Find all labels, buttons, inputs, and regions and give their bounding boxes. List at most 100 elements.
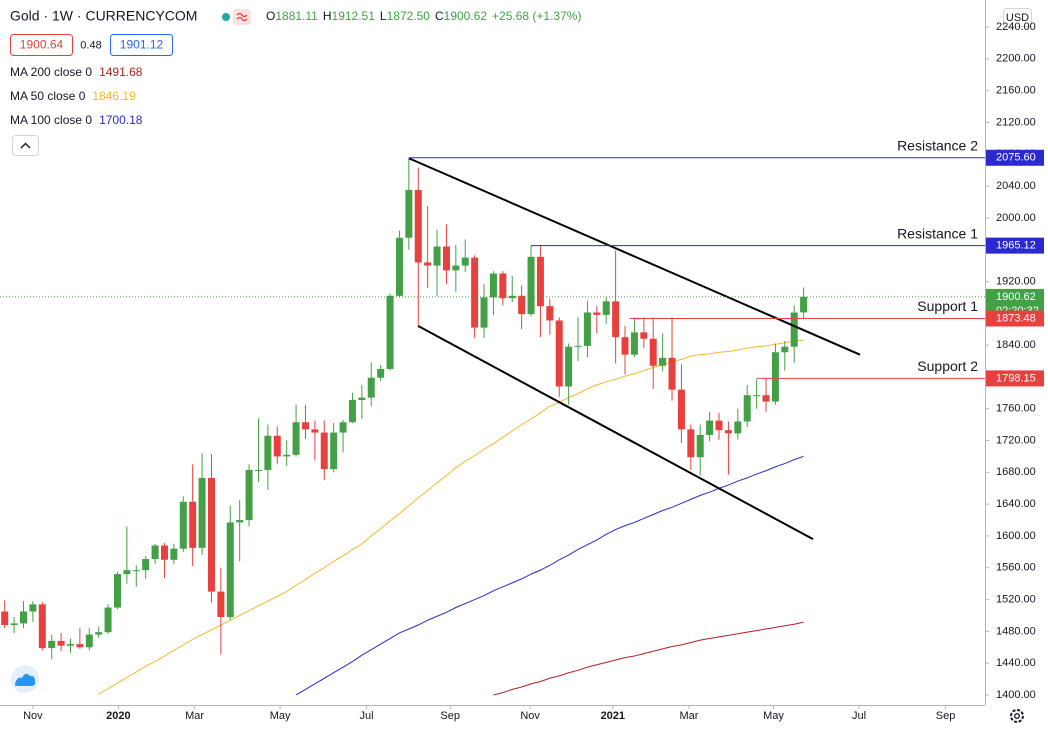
x-tick-label: Nov — [520, 710, 540, 722]
candle-body — [442, 246, 450, 271]
settings-gear[interactable] — [1010, 709, 1024, 723]
y-tick-label: 1600.00 — [996, 530, 1036, 542]
y-tick-label: 1760.00 — [996, 403, 1036, 415]
spread: 0.48 — [80, 39, 101, 51]
candle-body — [160, 545, 168, 560]
candle-body — [630, 332, 638, 355]
x-tick-label: Mar — [679, 710, 698, 722]
moving-average-line — [493, 621, 804, 696]
candle-body — [433, 246, 441, 266]
candle-body — [292, 422, 300, 455]
candle-body — [151, 545, 159, 560]
candle-body — [1, 611, 9, 626]
level-name: Resistance 1 — [897, 225, 978, 241]
candle-body — [66, 644, 74, 646]
y-tick-label: 2240.00 — [996, 21, 1036, 33]
bid-box — [10, 34, 73, 56]
candle-body — [677, 389, 685, 430]
ohlc-value: 1912.51 — [332, 9, 376, 23]
level-name: Resistance 2 — [897, 137, 978, 153]
header: Gold · 1W · CURRENCYCOM 1900.64 0.48 190… — [10, 8, 581, 156]
candle-body — [19, 611, 27, 624]
collapse-chevron — [20, 142, 31, 149]
candle-body — [217, 591, 225, 618]
candle-body — [715, 420, 723, 431]
symbol-title: Gold · 1W · CURRENCYCOM — [10, 8, 197, 24]
candle-body — [95, 632, 103, 635]
candle-body — [236, 520, 244, 523]
candle-body — [480, 297, 488, 328]
candle-body — [377, 368, 385, 378]
candle-body — [330, 432, 338, 470]
tradingview-logo — [11, 665, 39, 693]
candle-body — [499, 273, 507, 299]
level-name: Support 1 — [917, 298, 978, 314]
x-tick-label: Sep — [440, 710, 460, 722]
candle-body — [602, 301, 610, 315]
level-tag — [986, 370, 1044, 387]
level-tag-label: 1873.48 — [996, 312, 1036, 324]
candle-body — [254, 469, 262, 471]
ohlc-legend: O1881.11 H1912.51 L1872.50 C1900.62 +25.68 (… — [266, 9, 581, 23]
currency-label: USD — [1006, 12, 1029, 24]
candle-body — [771, 352, 779, 402]
ohlc-value: 1872.50 — [387, 9, 431, 23]
candle-body — [640, 332, 648, 339]
level-tag-label: 1798.15 — [996, 372, 1036, 384]
candle-body — [536, 256, 544, 307]
candle-body — [132, 570, 140, 572]
ma-legend-value: 1491.68 — [99, 65, 143, 79]
candle-body — [170, 548, 178, 560]
ohlc-value: 1900.62 — [444, 9, 488, 23]
candle-body — [301, 422, 309, 430]
y-tick-label: 1920.00 — [996, 275, 1036, 287]
candle-body — [38, 604, 46, 649]
candle-body — [339, 422, 347, 433]
level-tag — [986, 149, 1044, 166]
candle-body — [593, 312, 601, 315]
x-tick-label: Mar — [185, 710, 204, 722]
y-tick-label: 2160.00 — [996, 85, 1036, 97]
last-price-label: 1900.62 — [996, 291, 1036, 303]
candle-body — [762, 395, 770, 402]
y-tick-label: 1520.00 — [996, 593, 1036, 605]
candle-body — [612, 301, 620, 338]
bid-price: 1900.64 — [20, 38, 64, 52]
currency-box[interactable] — [1003, 8, 1032, 27]
candle-body — [320, 432, 328, 470]
candle-body — [583, 312, 591, 346]
candle-body — [790, 312, 798, 347]
candle-body — [207, 477, 215, 592]
candle-body — [123, 570, 131, 575]
candle-body — [489, 273, 497, 298]
ask-box — [110, 34, 173, 56]
collapse-button[interactable] — [12, 135, 39, 156]
trendline — [408, 157, 861, 356]
level-tag-label: 2075.60 — [996, 152, 1036, 164]
y-tick-label: 1480.00 — [996, 625, 1036, 637]
y-tick-label: 1640.00 — [996, 498, 1036, 510]
x-tick-label: May — [763, 710, 784, 722]
ohlc-prefix: L — [380, 9, 387, 23]
candle-body — [781, 346, 789, 353]
y-tick-label: 2000.00 — [996, 212, 1036, 224]
candle-body — [546, 306, 554, 321]
y-tick-label: 2200.00 — [996, 53, 1036, 65]
candle-body — [29, 604, 37, 612]
candle-body — [461, 257, 469, 266]
trendline — [417, 325, 814, 541]
candle-body — [696, 434, 704, 458]
x-tick-label: Jul — [360, 710, 374, 722]
x-tick-label: 2020 — [106, 710, 130, 722]
ma-legend-name: MA 100 close 0 — [10, 113, 92, 127]
x-tick-label: May — [270, 710, 291, 722]
ma-legend-value: 1846.19 — [92, 89, 136, 103]
x-tick-label: Sep — [936, 710, 956, 722]
candle-body — [555, 320, 563, 387]
candle-body — [508, 295, 516, 299]
x-tick-label: 2021 — [601, 710, 625, 722]
candle-body — [189, 501, 197, 548]
candle-body — [348, 399, 356, 423]
